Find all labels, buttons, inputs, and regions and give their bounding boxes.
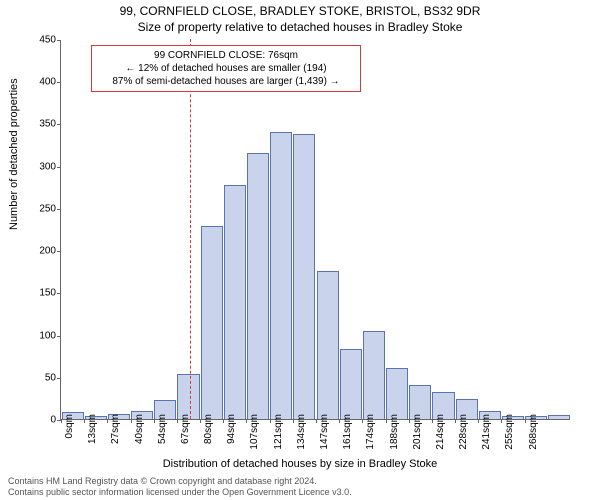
x-tick-label: 121sqm bbox=[273, 414, 284, 450]
x-tick-mark bbox=[362, 419, 363, 423]
histogram-bar bbox=[363, 331, 385, 419]
histogram-bar bbox=[201, 226, 223, 419]
y-tick-label: 350 bbox=[39, 119, 56, 130]
x-tick-label: 107sqm bbox=[249, 414, 260, 450]
y-tick-mark bbox=[57, 82, 61, 83]
x-tick-label: 147sqm bbox=[319, 414, 330, 450]
x-tick-label: 241sqm bbox=[481, 414, 492, 450]
x-tick-mark bbox=[501, 419, 502, 423]
histogram-bar bbox=[247, 153, 269, 419]
annotation-line: ← 12% of detached houses are smaller (19… bbox=[98, 62, 354, 75]
property-marker-line bbox=[190, 39, 191, 419]
x-tick-mark bbox=[293, 419, 294, 423]
x-tick-mark bbox=[478, 419, 479, 423]
histogram-bar bbox=[317, 271, 339, 419]
histogram-bar bbox=[293, 134, 315, 419]
x-tick-label: 134sqm bbox=[296, 414, 307, 450]
chart-subtitle: Size of property relative to detached ho… bbox=[0, 20, 600, 34]
y-tick-mark bbox=[57, 251, 61, 252]
plot-area: 0501001502002503003504004500sqm13sqm27sq… bbox=[60, 40, 570, 420]
x-tick-mark bbox=[223, 419, 224, 423]
x-tick-mark bbox=[386, 419, 387, 423]
x-tick-label: 80sqm bbox=[203, 414, 214, 444]
histogram-bar bbox=[270, 132, 292, 419]
x-tick-mark bbox=[154, 419, 155, 423]
footer-attribution: Contains HM Land Registry data © Crown c… bbox=[8, 476, 352, 498]
x-tick-mark bbox=[107, 419, 108, 423]
y-axis-label: Number of detached properties bbox=[8, 78, 20, 230]
x-tick-label: 13sqm bbox=[87, 414, 98, 444]
histogram-bar bbox=[340, 349, 362, 419]
y-tick-mark bbox=[57, 124, 61, 125]
x-tick-mark bbox=[84, 419, 85, 423]
x-tick-mark bbox=[409, 419, 410, 423]
y-tick-label: 300 bbox=[39, 161, 56, 172]
footer-line-2: Contains public sector information licen… bbox=[8, 487, 352, 498]
x-tick-label: 228sqm bbox=[458, 414, 469, 450]
x-tick-mark bbox=[455, 419, 456, 423]
y-tick-mark bbox=[57, 293, 61, 294]
annotation-line: 99 CORNFIELD CLOSE: 76sqm bbox=[98, 49, 354, 62]
histogram-bar bbox=[386, 368, 408, 419]
histogram-bar bbox=[224, 185, 246, 419]
histogram-bar bbox=[177, 374, 199, 419]
x-tick-label: 188sqm bbox=[389, 414, 400, 450]
chart-title-address: 99, CORNFIELD CLOSE, BRADLEY STOKE, BRIS… bbox=[0, 4, 600, 18]
y-tick-label: 250 bbox=[39, 203, 56, 214]
y-tick-mark bbox=[57, 378, 61, 379]
x-tick-label: 27sqm bbox=[110, 414, 121, 444]
x-tick-mark bbox=[525, 419, 526, 423]
footer-line-1: Contains HM Land Registry data © Crown c… bbox=[8, 476, 352, 487]
x-tick-mark bbox=[432, 419, 433, 423]
x-tick-label: 54sqm bbox=[157, 414, 168, 444]
histogram-bar bbox=[548, 415, 570, 419]
x-tick-label: 0sqm bbox=[64, 414, 75, 438]
y-tick-label: 200 bbox=[39, 246, 56, 257]
y-tick-label: 0 bbox=[50, 415, 56, 426]
x-axis-label: Distribution of detached houses by size … bbox=[0, 458, 600, 470]
x-tick-label: 255sqm bbox=[504, 414, 515, 450]
x-tick-mark bbox=[316, 419, 317, 423]
y-tick-mark bbox=[57, 336, 61, 337]
x-tick-mark bbox=[270, 419, 271, 423]
y-tick-mark bbox=[57, 40, 61, 41]
y-tick-mark bbox=[57, 209, 61, 210]
property-annotation: 99 CORNFIELD CLOSE: 76sqm← 12% of detach… bbox=[91, 45, 361, 92]
y-tick-mark bbox=[57, 167, 61, 168]
y-tick-label: 50 bbox=[45, 372, 56, 383]
annotation-line: 87% of semi-detached houses are larger (… bbox=[98, 75, 354, 88]
x-tick-mark bbox=[339, 419, 340, 423]
x-tick-mark bbox=[200, 419, 201, 423]
x-tick-mark bbox=[61, 419, 62, 423]
x-tick-mark bbox=[246, 419, 247, 423]
x-tick-mark bbox=[131, 419, 132, 423]
x-tick-label: 174sqm bbox=[365, 414, 376, 450]
y-tick-label: 150 bbox=[39, 288, 56, 299]
y-tick-label: 100 bbox=[39, 330, 56, 341]
x-tick-label: 40sqm bbox=[134, 414, 145, 444]
x-tick-label: 94sqm bbox=[226, 414, 237, 444]
x-tick-label: 268sqm bbox=[528, 414, 539, 450]
x-tick-label: 201sqm bbox=[412, 414, 423, 450]
x-tick-mark bbox=[177, 419, 178, 423]
y-tick-label: 400 bbox=[39, 77, 56, 88]
x-tick-label: 161sqm bbox=[342, 414, 353, 450]
y-tick-label: 450 bbox=[39, 35, 56, 46]
x-tick-label: 214sqm bbox=[435, 414, 446, 450]
histogram-chart: 99, CORNFIELD CLOSE, BRADLEY STOKE, BRIS… bbox=[0, 0, 600, 500]
